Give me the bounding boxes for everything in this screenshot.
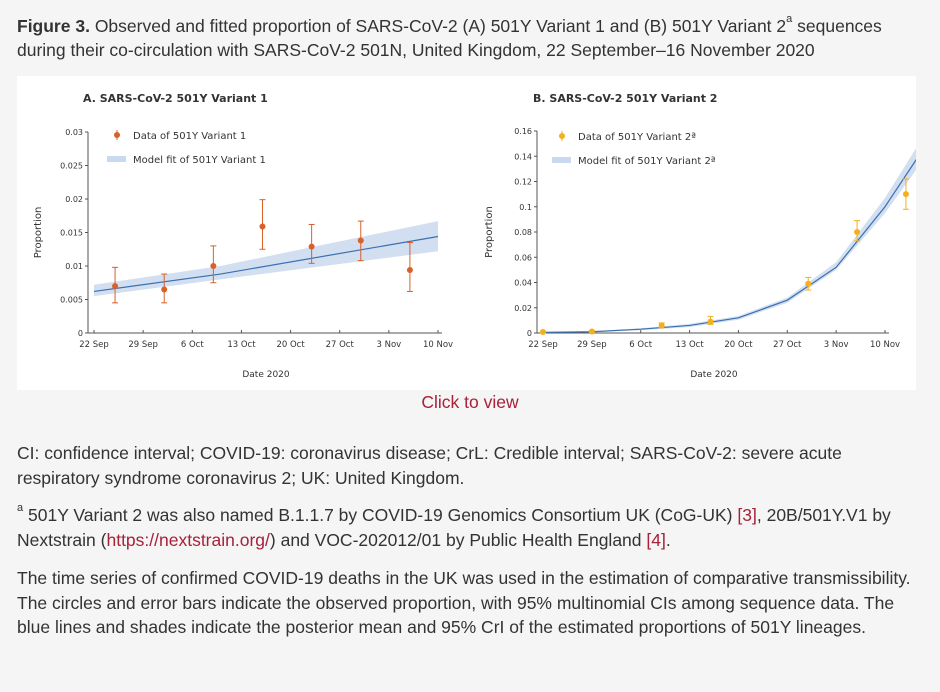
- x-tick-label: 10 Nov: [423, 340, 453, 350]
- data-point: [406, 267, 413, 274]
- footnote: a 501Y Variant 2 was also named B.1.1.7 …: [17, 503, 922, 552]
- y-tick-label: 0: [78, 329, 83, 338]
- y-tick-label: 0: [527, 329, 532, 338]
- x-axis-label: Date 2020: [690, 370, 738, 380]
- x-tick-label: 3 Nov: [377, 340, 402, 350]
- abbreviations-note: CI: confidence interval; COVID-19: coron…: [17, 443, 842, 488]
- data-point: [805, 280, 812, 287]
- data-point: [259, 223, 266, 230]
- data-point: [902, 191, 909, 198]
- y-tick-label: 0.12: [514, 178, 532, 187]
- legend-fit-label: Model fit of 501Y Variant 1: [133, 155, 266, 166]
- figure-image[interactable]: A. SARS-CoV-2 501Y Variant 1 0 0.005 0.01 0.…: [17, 76, 916, 390]
- x-tick-label: 29 Sep: [128, 340, 158, 350]
- data-point: [588, 328, 595, 335]
- y-tick-label: 0.1: [519, 203, 532, 212]
- data-point: [308, 243, 315, 250]
- x-tick-label: 13 Oct: [227, 340, 256, 350]
- data-point: [161, 286, 168, 293]
- model-fit-line: [542, 158, 916, 333]
- data-point: [112, 283, 119, 290]
- x-axis-label: Date 2020: [242, 370, 290, 380]
- data-point: [658, 322, 665, 329]
- data-point: [210, 263, 217, 269]
- x-tick-label: 6 Oct: [629, 340, 652, 350]
- legend-fit-swatch: [107, 156, 126, 162]
- x-tick-label: 3 Nov: [824, 340, 849, 350]
- legend-data-label: Data of 501Y Variant 2ª: [578, 132, 696, 143]
- data-point: [854, 229, 861, 235]
- click-to-view-link[interactable]: Click to view: [421, 392, 519, 412]
- y-axis-label: Proportion: [33, 207, 44, 259]
- figure-charts: A. SARS-CoV-2 501Y Variant 1 0 0.005 0.01 0.…: [33, 92, 916, 380]
- figure-description: The time series of confirmed COVID-19 de…: [17, 568, 911, 637]
- legend-data-marker: [559, 133, 565, 139]
- x-tick-label: 29 Sep: [577, 340, 607, 350]
- y-tick-label: 0.06: [514, 253, 532, 262]
- caption-text-2: sequences during their co-circulation wi…: [17, 16, 882, 60]
- caption-superscript: a: [786, 13, 793, 25]
- y-tick-label: 0.04: [514, 279, 532, 288]
- figure-label: Figure 3.: [17, 16, 90, 36]
- y-axis-label: Proportion: [484, 206, 495, 258]
- chart-title: B. SARS-CoV-2 501Y Variant 2: [533, 92, 717, 105]
- reference-link-3[interactable]: [3]: [737, 505, 757, 525]
- x-tick-label: 20 Oct: [276, 340, 305, 350]
- model-fit-band: [94, 221, 438, 297]
- data-point: [707, 318, 714, 325]
- footnote-text-2: , 20B/501Y.V1 by Nextstrain (: [17, 505, 891, 550]
- figure-caption: Figure 3. Observed and fitted proportion…: [17, 14, 922, 62]
- data-point: [540, 328, 546, 335]
- y-tick-label: 0.16: [514, 127, 532, 136]
- x-tick-label: 22 Sep: [79, 340, 109, 350]
- x-tick-label: 20 Oct: [724, 340, 753, 350]
- y-tick-label: 0.025: [60, 162, 83, 171]
- y-tick-label: 0.02: [65, 195, 83, 204]
- reference-link-4[interactable]: [4]: [646, 529, 666, 550]
- x-tick-label: 10 Nov: [870, 340, 900, 350]
- legend-data-marker: [114, 132, 120, 138]
- chart-title: A. SARS-CoV-2 501Y Variant 1: [83, 92, 268, 105]
- legend-fit-label: Model fit of 501Y Variant 2ª: [578, 156, 716, 167]
- footnote-text-1: 501Y Variant 2 was also named B.1.1.7 by…: [28, 505, 733, 525]
- y-tick-label: 0.08: [514, 228, 532, 237]
- x-tick-label: 13 Oct: [675, 340, 704, 350]
- x-tick-label: 6 Oct: [181, 340, 204, 350]
- model-fit-line: [93, 235, 439, 293]
- y-tick-label: 0.02: [514, 304, 532, 313]
- footnote-text-4: .: [665, 529, 671, 550]
- legend-fit-swatch: [552, 157, 571, 163]
- footnote-text-3: ) and VOC-202012/01 by Public Health Eng…: [269, 529, 642, 550]
- x-tick-label: 27 Oct: [326, 340, 355, 350]
- y-tick-label: 0.01: [65, 262, 83, 271]
- y-tick-label: 0.015: [60, 229, 83, 238]
- x-tick-label: 27 Oct: [773, 340, 802, 350]
- nextstrain-link[interactable]: https://nextstrain.org/: [106, 529, 270, 550]
- data-point: [357, 237, 364, 244]
- legend-data-label: Data of 501Y Variant 1: [133, 131, 246, 142]
- x-tick-label: 22 Sep: [528, 340, 558, 350]
- y-tick-label: 0.005: [60, 296, 83, 305]
- caption-text-1: Observed and fitted proportion of SARS-C…: [94, 16, 787, 36]
- y-tick-label: 0.14: [514, 152, 532, 161]
- footnote-marker: a: [17, 502, 24, 514]
- y-tick-label: 0.03: [65, 128, 83, 137]
